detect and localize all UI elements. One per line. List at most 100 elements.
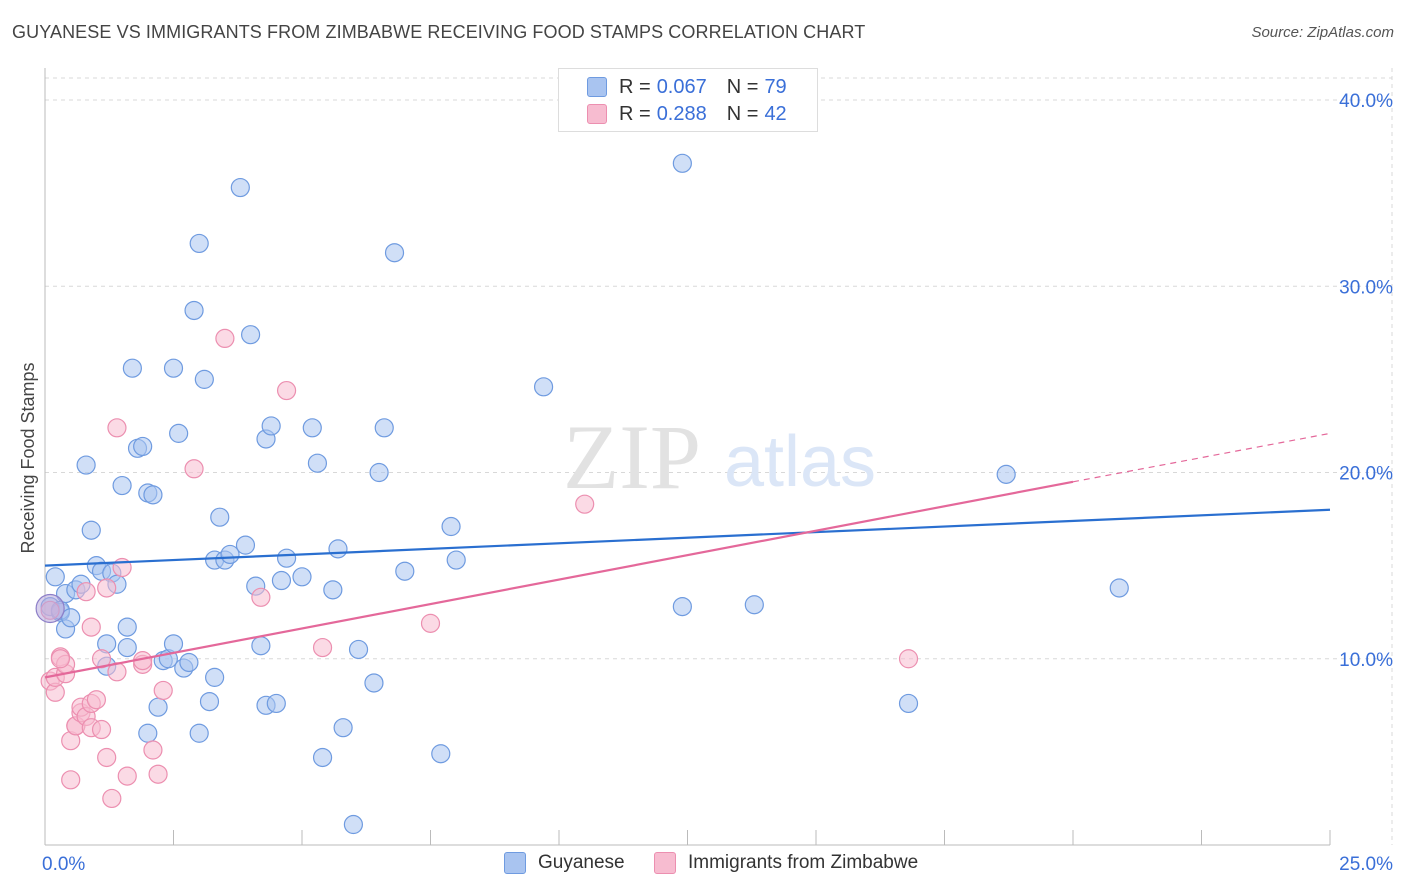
legend-swatch-guyanese (587, 77, 607, 97)
point-zimbabwe (97, 578, 117, 598)
point-zimbabwe (97, 747, 117, 768)
point-guyanese (266, 693, 286, 714)
point-guyanese (343, 814, 363, 835)
point-guyanese (45, 567, 65, 587)
point-guyanese (369, 462, 389, 483)
point-guyanese (302, 418, 322, 438)
point-guyanese (179, 652, 199, 673)
bottom-legend-label: Immigrants from Zimbabwe (688, 852, 919, 873)
tick-labels: 10.0% 20.0% 30.0% 40.0% 0.0% 25.0% (42, 91, 1393, 875)
trend-line-guyanese (44, 508, 1331, 567)
legend: R = 0.067 N = 79 R = 0.288 N = 42 (558, 68, 818, 132)
point-guyanese (333, 718, 353, 738)
point-zimbabwe (91, 719, 112, 740)
point-guyanese (241, 325, 261, 345)
bottom-legend-swatch-guyanese (504, 852, 526, 874)
point-guyanese (276, 548, 297, 568)
point-zimbabwe (215, 328, 235, 348)
watermark-atlas: atlas (724, 422, 876, 502)
x-tick-label-min: 0.0% (42, 854, 85, 875)
point-guyanese (672, 596, 692, 617)
point-guyanese (117, 617, 137, 637)
point-guyanese (446, 550, 466, 570)
point-guyanese (898, 693, 919, 714)
point-zimbabwe (251, 587, 271, 607)
point-zimbabwe (91, 649, 112, 669)
point-guyanese (61, 608, 81, 628)
point-guyanese (251, 636, 271, 656)
point-zimbabwe (276, 380, 297, 401)
point-guyanese (348, 639, 369, 660)
point-guyanese (81, 520, 101, 540)
legend-n-label: N = (726, 102, 759, 125)
point-guyanese (133, 436, 153, 457)
legend-r-value: 0.288 (656, 102, 707, 125)
bottom-legend: Guyanese Immigrants from Zimbabwe (0, 852, 1406, 878)
y-tick-label: 40.0% (1339, 91, 1393, 112)
legend-swatch-zimbabwe (587, 104, 607, 124)
point-zimbabwe (143, 740, 163, 760)
bottom-legend-guyanese[interactable]: Guyanese (504, 852, 625, 874)
legend-n-label: N = (726, 75, 759, 98)
legend-n-value: 79 (764, 75, 787, 98)
point-zimbabwe (184, 459, 204, 479)
point-zimbabwe (153, 680, 173, 701)
bottom-legend-zimbabwe[interactable]: Immigrants from Zimbabwe (654, 852, 918, 874)
point-guyanese (744, 595, 764, 615)
point-guyanese (374, 418, 394, 438)
point-guyanese (205, 667, 225, 687)
point-guyanese (143, 485, 163, 505)
point-zimbabwe (575, 494, 595, 514)
point-guyanese (441, 516, 461, 537)
y-tick-label: 10.0% (1339, 650, 1393, 671)
point-guyanese (189, 723, 209, 743)
point-zimbabwe (107, 418, 127, 438)
point-guyanese (292, 567, 312, 587)
trend-line-zimbabwe-extension (1072, 432, 1331, 483)
point-guyanese (312, 747, 333, 768)
point-zimbabwe (420, 613, 441, 633)
point-guyanese (163, 634, 184, 654)
point-guyanese (384, 243, 405, 263)
point-zimbabwe (61, 770, 81, 790)
point-guyanese (148, 697, 168, 717)
point-guyanese (395, 561, 415, 581)
legend-n-value: 42 (764, 102, 787, 125)
chart-title: GUYANESE VS IMMIGRANTS FROM ZIMBABWE REC… (12, 22, 866, 42)
point-zimbabwe (76, 582, 96, 602)
point-guyanese (184, 300, 204, 321)
point-guyanese (271, 570, 292, 591)
point-zimbabwe (148, 764, 168, 784)
point-guyanese (261, 416, 281, 436)
point-guyanese (1109, 578, 1129, 598)
point-guyanese (672, 153, 692, 173)
point-guyanese (220, 544, 240, 565)
data-points (35, 153, 1129, 835)
point-guyanese (199, 691, 220, 712)
point-zimbabwe (86, 690, 107, 710)
bottom-legend-label: Guyanese (538, 852, 625, 873)
axes (44, 68, 1331, 846)
point-guyanese (328, 539, 348, 559)
point-guyanese (307, 453, 328, 473)
point-guyanese (138, 723, 158, 743)
point-guyanese (169, 423, 189, 443)
y-axis-label: Receiving Food Stamps (18, 362, 38, 553)
trend-line-zimbabwe (44, 480, 1074, 679)
legend-r-value: 0.067 (656, 75, 707, 98)
legend-r-label: R = (619, 102, 651, 125)
point-guyanese (235, 535, 256, 555)
point-guyanese (431, 744, 451, 764)
watermark-zip: ZIP (563, 406, 701, 508)
y-tick-label: 30.0% (1339, 277, 1393, 298)
point-guyanese (364, 673, 384, 693)
gridlines (45, 68, 1393, 845)
x-tick-label-max: 25.0% (1339, 854, 1393, 875)
point-guyanese (323, 580, 343, 600)
point-guyanese (163, 358, 184, 378)
point-guyanese (533, 377, 554, 397)
y-tick-label: 20.0% (1339, 464, 1393, 485)
legend-r-label: R = (619, 75, 651, 98)
legend-row-zimbabwe: R = 0.288 N = 42 (587, 102, 787, 126)
